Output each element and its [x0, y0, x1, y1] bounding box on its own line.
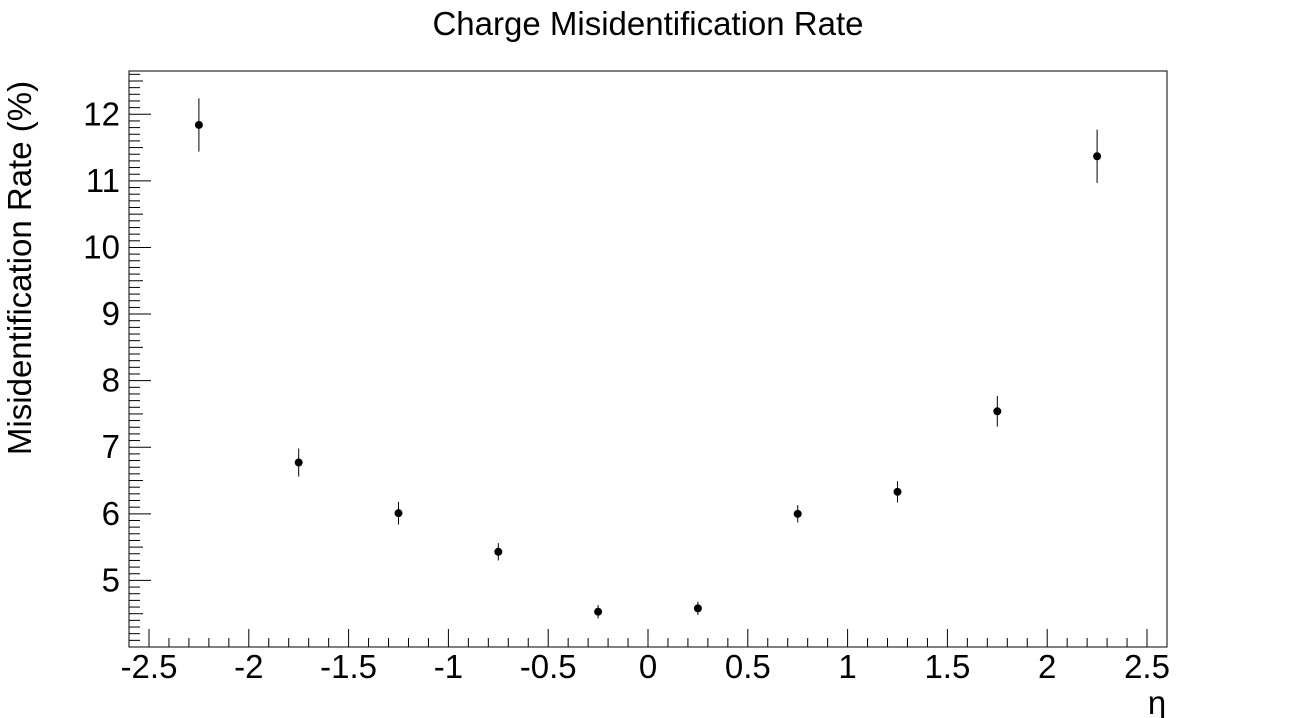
data-point [594, 607, 603, 616]
y-tick-label: 5 [102, 561, 120, 598]
x-tick-label: 2.5 [1124, 648, 1170, 685]
x-tick-label: -1 [434, 648, 463, 685]
y-tick-label: 7 [102, 428, 120, 465]
data-point [793, 509, 802, 518]
data-point [893, 487, 902, 496]
y-tick-label: 10 [83, 228, 120, 265]
y-tick-label: 9 [102, 295, 120, 332]
x-tick-label: 2 [1038, 648, 1056, 685]
data-point [693, 604, 702, 613]
x-axis-label: η [1148, 684, 1166, 718]
data-point [494, 547, 503, 556]
x-tick-label: -0.5 [520, 648, 577, 685]
data-point [993, 407, 1002, 416]
chart-title: Charge Misidentification Rate [432, 5, 863, 42]
data-points [194, 98, 1102, 619]
y-axis-label: Misidentification Rate (%) [1, 81, 38, 455]
y-tick-label: 6 [102, 495, 120, 532]
x-tick-label: -1.5 [320, 648, 377, 685]
data-point [394, 509, 403, 518]
x-tick-label: 1.5 [924, 648, 970, 685]
data-point [294, 458, 303, 467]
data-point [194, 120, 203, 129]
y-tick-label: 12 [83, 95, 120, 132]
data-point [1093, 152, 1102, 161]
x-tick-label: 1 [838, 648, 856, 685]
x-tick-label: 0.5 [725, 648, 771, 685]
y-axis: 5 6 7 8 9 10 11 12 [83, 73, 151, 641]
y-tick-label: 8 [102, 362, 120, 399]
plot-frame [128, 70, 1168, 648]
x-tick-label: -2.5 [121, 648, 178, 685]
x-tick-label: 0 [639, 648, 657, 685]
y-tick-label: 11 [86, 162, 120, 199]
x-tick-label: -2 [234, 648, 263, 685]
x-axis: -2.5 -2 -1.5 -1 -0.5 0 0.5 1 1.5 2 2.5 [121, 629, 1170, 685]
